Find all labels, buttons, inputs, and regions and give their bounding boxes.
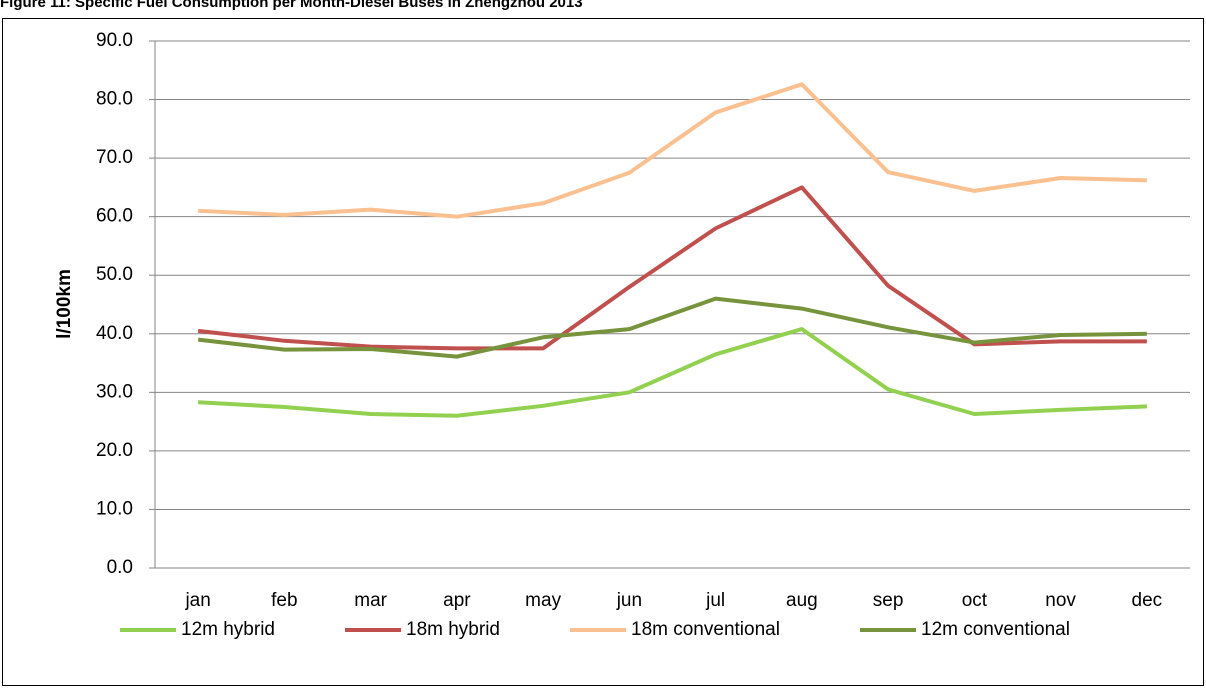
y-tick-label: 90.0: [96, 30, 133, 51]
y-tick-label: 10.0: [96, 498, 133, 519]
chart-border: [2, 18, 1204, 686]
x-tick-label: nov: [1045, 590, 1076, 611]
y-tick-label: 80.0: [96, 89, 133, 110]
x-tick-label: sep: [873, 590, 904, 611]
line-series: [197, 296, 1147, 359]
x-tick-label: jul: [705, 590, 725, 611]
chart-title: Figure 11: Specific Fuel Consumption per…: [0, 0, 583, 11]
y-tick-label: 40.0: [96, 323, 133, 344]
y-tick-label: 70.0: [96, 147, 133, 168]
line-series: [198, 82, 1147, 219]
y-tick-label: 0.0: [107, 557, 133, 578]
x-tick-label: feb: [271, 590, 297, 611]
legend-label: 18m conventional: [631, 619, 780, 640]
x-tick-label: may: [525, 590, 561, 611]
x-tick-label: jun: [616, 590, 642, 611]
x-tick-label: jan: [184, 590, 210, 611]
legend-label: 12m conventional: [921, 619, 1070, 640]
x-tick-label: mar: [354, 590, 387, 611]
x-tick-label: dec: [1132, 590, 1163, 611]
y-tick-label: 20.0: [96, 440, 133, 461]
line-series: [197, 185, 1147, 351]
line-series: [198, 327, 1147, 418]
y-tick-label: 30.0: [96, 381, 133, 402]
y-tick-label: 60.0: [96, 206, 133, 227]
legend-label: 12m hybrid: [181, 619, 275, 640]
x-tick-label: oct: [962, 590, 988, 611]
legend-label: 18m hybrid: [406, 619, 500, 640]
y-axis-label: l/100km: [54, 269, 75, 339]
y-tick-label: 50.0: [96, 264, 133, 285]
x-tick-label: aug: [786, 590, 818, 611]
x-tick-label: apr: [443, 590, 471, 611]
